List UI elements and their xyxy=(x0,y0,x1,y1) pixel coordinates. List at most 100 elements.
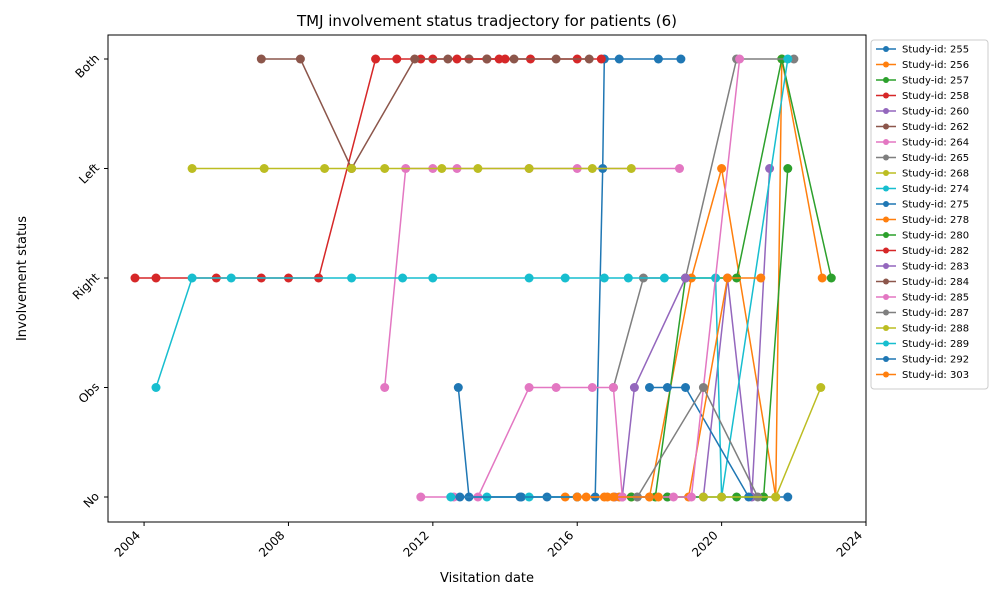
y-tick-label: Right xyxy=(70,270,102,302)
data-point xyxy=(816,383,826,392)
legend-label: Study-id: 265 xyxy=(902,153,969,164)
data-point xyxy=(416,492,426,502)
data-point xyxy=(723,273,732,283)
data-point xyxy=(817,273,827,283)
series-18 xyxy=(632,383,763,502)
series-line xyxy=(155,58,789,498)
data-point xyxy=(756,273,766,283)
legend-marker xyxy=(883,371,889,378)
legend-entry: Study-id: 303 xyxy=(876,370,969,381)
data-point xyxy=(826,273,836,283)
legend-label: Study-id: 287 xyxy=(902,308,969,319)
data-point xyxy=(320,164,330,173)
legend-marker xyxy=(883,263,889,269)
data-point xyxy=(347,164,357,173)
data-point xyxy=(572,492,582,502)
data-point xyxy=(551,54,561,64)
data-point xyxy=(130,273,140,283)
legend-entry: Study-id: 262 xyxy=(876,122,969,133)
data-point xyxy=(717,492,727,502)
data-point xyxy=(686,492,696,502)
y-axis-label: Involvement status xyxy=(15,216,30,341)
data-point xyxy=(783,54,793,64)
legend-label: Study-id: 274 xyxy=(902,184,969,195)
data-point xyxy=(380,383,390,392)
legend-entry: Study-id: 268 xyxy=(876,169,969,180)
data-point xyxy=(653,492,663,502)
data-point xyxy=(765,164,775,173)
x-tick-label: 2024 xyxy=(834,528,865,559)
data-point xyxy=(443,54,453,64)
data-point xyxy=(623,273,633,283)
legend-entry: Study-id: 275 xyxy=(876,200,969,211)
legend-marker xyxy=(883,294,889,300)
data-point xyxy=(698,383,708,392)
legend-marker xyxy=(883,185,889,192)
legend-entry: Study-id: 289 xyxy=(876,339,969,350)
legend-box xyxy=(870,39,989,390)
data-point xyxy=(669,492,678,502)
legend-entry: Study-id: 257 xyxy=(876,76,969,87)
data-point xyxy=(783,164,793,173)
legend-marker xyxy=(883,201,889,207)
legend-marker xyxy=(883,232,889,238)
legend-marker xyxy=(883,108,889,114)
series-6 xyxy=(256,54,594,173)
legend-label: Study-id: 288 xyxy=(902,324,969,335)
data-point xyxy=(584,54,594,64)
legend-label: Study-id: 283 xyxy=(902,262,969,273)
legend: Study-id: 255 Study-id: 256 Study-id: 257 S… xyxy=(870,39,989,390)
legend-entry: Study-id: 265 xyxy=(876,153,969,164)
data-point xyxy=(626,164,636,173)
x-tick-label: 2020 xyxy=(689,528,720,559)
legend-entry: Study-id: 264 xyxy=(876,138,969,149)
legend-marker xyxy=(883,46,889,52)
data-point xyxy=(259,164,269,173)
legend-label: Study-id: 256 xyxy=(902,60,969,71)
data-point xyxy=(226,273,236,283)
x-tick-label: 2012 xyxy=(400,528,431,559)
data-point xyxy=(599,273,609,283)
data-point xyxy=(295,54,305,64)
data-point xyxy=(653,54,663,64)
data-point xyxy=(482,54,492,64)
data-point xyxy=(587,383,597,392)
legend-marker xyxy=(883,154,889,161)
series-10 xyxy=(151,54,793,502)
data-point xyxy=(608,492,618,502)
legend-entry: Study-id: 285 xyxy=(876,293,969,304)
data-point xyxy=(524,273,534,283)
data-point xyxy=(629,383,639,392)
data-point xyxy=(596,54,606,64)
series-16 xyxy=(482,54,492,64)
legend-label: Study-id: 262 xyxy=(902,122,969,133)
data-point xyxy=(151,383,161,392)
data-point xyxy=(256,54,266,64)
data-point xyxy=(398,273,408,283)
series-9 xyxy=(187,164,636,173)
data-point xyxy=(410,54,420,64)
legend-entry: Study-id: 258 xyxy=(876,91,969,102)
data-point xyxy=(662,383,672,392)
legend-entry: Study-id: 255 xyxy=(876,45,969,56)
legend-label: Study-id: 282 xyxy=(902,246,969,257)
y-tick-label: Both xyxy=(73,51,103,81)
legend-entry: Study-id: 288 xyxy=(876,324,969,335)
legend-label: Study-id: 292 xyxy=(902,355,969,366)
x-tick-label: 2008 xyxy=(256,528,287,559)
x-tick-label: 2016 xyxy=(545,528,576,559)
legend-entry: Study-id: 283 xyxy=(876,262,969,273)
legend-label: Study-id: 278 xyxy=(902,215,969,226)
legend-marker xyxy=(883,356,889,362)
legend-entry: Study-id: 256 xyxy=(876,60,969,71)
legend-entry: Study-id: 278 xyxy=(876,215,969,226)
data-point xyxy=(347,273,357,283)
data-point xyxy=(524,383,534,392)
legend-entry: Study-id: 280 xyxy=(876,231,969,242)
data-point xyxy=(675,164,684,173)
data-point xyxy=(735,54,745,64)
legend-marker xyxy=(883,278,889,285)
legend-label: Study-id: 284 xyxy=(902,277,969,288)
legend-marker xyxy=(883,247,889,254)
data-point xyxy=(659,273,669,283)
